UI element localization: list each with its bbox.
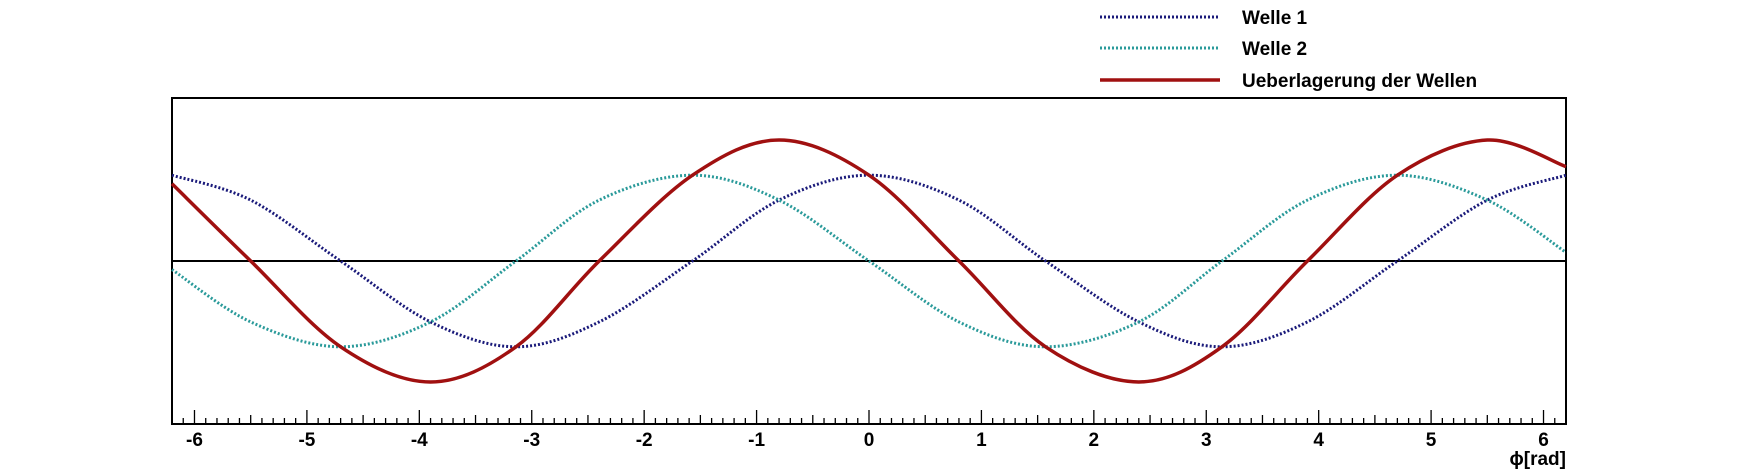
legend-label-welle-1: Welle 1 bbox=[1242, 8, 1308, 29]
x-axis-ticks bbox=[171, 410, 1567, 424]
series-line-3 bbox=[170, 138, 1567, 384]
series-layer bbox=[170, 138, 1567, 384]
legend-entry-welle-1: Welle 1 bbox=[1100, 8, 1308, 29]
legend-label-welle-2: Welle 2 bbox=[1242, 39, 1307, 60]
x-tick-label: -4 bbox=[411, 430, 428, 451]
legend: Welle 1 Welle 2 Ueberlagerung der Wellen bbox=[1100, 8, 1477, 92]
x-tick-label: -2 bbox=[636, 430, 653, 451]
x-tick-label: 0 bbox=[864, 430, 875, 451]
x-tick-label: -3 bbox=[523, 430, 540, 451]
x-tick-label: 5 bbox=[1426, 430, 1437, 451]
legend-entry-welle-2: Welle 2 bbox=[1100, 39, 1307, 60]
x-tick-label: 3 bbox=[1201, 430, 1212, 451]
x-axis-title: ϕ[rad] bbox=[1510, 449, 1566, 470]
x-tick-label: -6 bbox=[186, 430, 203, 451]
x-tick-label: 6 bbox=[1538, 430, 1549, 451]
x-axis-tick-labels: -6 -5 -4 -3 -2 -1 0 1 2 3 4 5 6 bbox=[186, 430, 1549, 451]
x-tick-label: 2 bbox=[1089, 430, 1100, 451]
legend-entry-ueberlagerung: Ueberlagerung der Wellen bbox=[1100, 71, 1477, 92]
series-line-2 bbox=[171, 173, 1567, 349]
x-tick-label: -5 bbox=[298, 430, 315, 451]
x-tick-label: 1 bbox=[976, 430, 987, 451]
x-tick-label: 4 bbox=[1313, 430, 1324, 451]
x-tick-label: -1 bbox=[748, 430, 765, 451]
legend-label-ueberlagerung: Ueberlagerung der Wellen bbox=[1242, 71, 1477, 92]
